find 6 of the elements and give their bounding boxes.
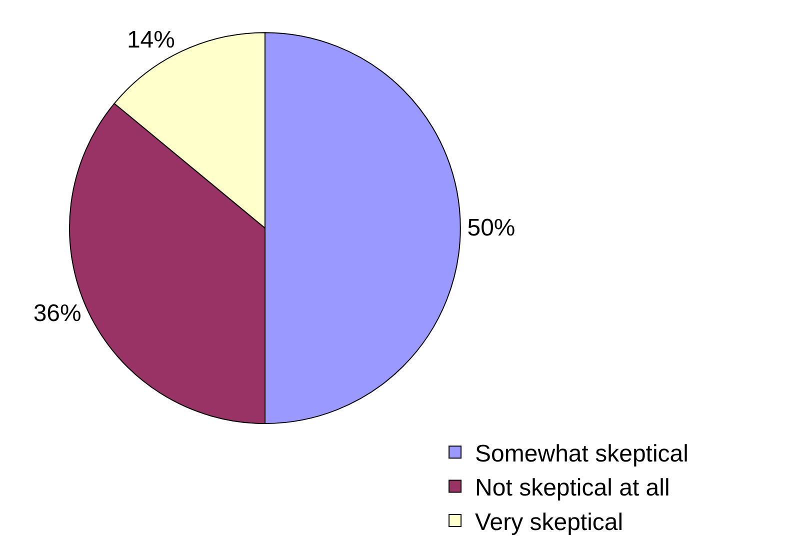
data-label: 50% [467, 214, 516, 242]
legend-label: Somewhat skeptical [475, 440, 688, 468]
data-label: 36% [33, 300, 82, 328]
legend-label: Not skeptical at all [475, 474, 670, 502]
legend-label: Very skeptical [475, 508, 624, 536]
data-label: 14% [126, 26, 176, 54]
